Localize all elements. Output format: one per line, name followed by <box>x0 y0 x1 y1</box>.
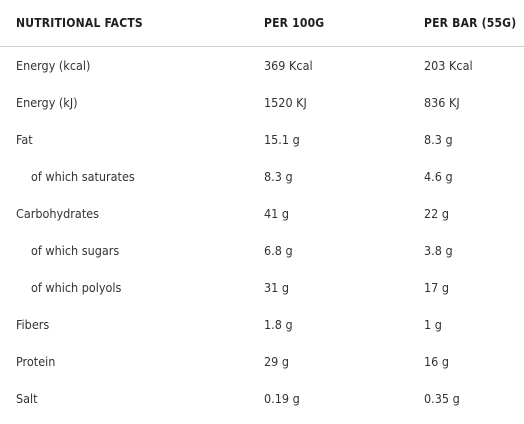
row-label: Protein <box>16 354 56 369</box>
row-label: of which sugars <box>31 243 120 258</box>
row-label: Carbohydrates <box>16 206 100 221</box>
header-per-bar: PER BAR (55G) <box>424 0 524 47</box>
table-row: Carbohydrates 41 g 22 g <box>0 195 524 232</box>
per-100g-value: 0.19 g <box>264 391 300 406</box>
row-label: Salt <box>16 391 38 406</box>
per-bar-value: 22 g <box>424 206 450 221</box>
table-row: Energy (kJ) 1520 KJ 836 KJ <box>0 84 524 121</box>
table-row: Energy (kcal) 369 Kcal 203 Kcal <box>0 47 524 85</box>
row-label: Energy (kcal) <box>16 58 91 73</box>
per-100g-value: 1.8 g <box>264 317 293 332</box>
per-100g-value: 29 g <box>264 354 290 369</box>
table-row: Fat 15.1 g 8.3 g <box>0 121 524 158</box>
table-row-sub: of which polyols 31 g 17 g <box>0 269 524 306</box>
per-100g-value: 41 g <box>264 206 290 221</box>
per-bar-value: 203 Kcal <box>424 58 473 73</box>
table-header: NUTRITIONAL FACTS PER 100G PER BAR (55G) <box>0 0 524 47</box>
table-row-sub: of which sugars 6.8 g 3.8 g <box>0 232 524 269</box>
per-100g-value: 6.8 g <box>264 243 293 258</box>
per-bar-value: 836 KJ <box>424 95 460 110</box>
per-bar-value: 3.8 g <box>424 243 453 258</box>
per-100g-value: 31 g <box>264 280 290 295</box>
table-row: Salt 0.19 g 0.35 g <box>0 380 524 417</box>
header-row: NUTRITIONAL FACTS PER 100G PER BAR (55G) <box>0 0 524 47</box>
table-row: Protein 29 g 16 g <box>0 343 524 380</box>
per-bar-value: 17 g <box>424 280 450 295</box>
per-bar-value: 1 g <box>424 317 442 332</box>
per-100g-value: 369 Kcal <box>264 58 313 73</box>
per-bar-value: 16 g <box>424 354 450 369</box>
per-100g-value: 15.1 g <box>264 132 300 147</box>
row-label: of which saturates <box>31 169 135 184</box>
row-label: Fibers <box>16 317 50 332</box>
header-nutritional-facts: NUTRITIONAL FACTS <box>0 0 264 47</box>
header-per-100g: PER 100G <box>264 0 424 47</box>
row-label: Fat <box>16 132 33 147</box>
per-bar-value: 8.3 g <box>424 132 453 147</box>
table-row: Fibers 1.8 g 1 g <box>0 306 524 343</box>
per-bar-value: 0.35 g <box>424 391 460 406</box>
table-body: Energy (kcal) 369 Kcal 203 Kcal Energy (… <box>0 47 524 418</box>
per-100g-value: 8.3 g <box>264 169 293 184</box>
per-100g-value: 1520 KJ <box>264 95 307 110</box>
row-label: of which polyols <box>31 280 122 295</box>
table-row-sub: of which saturates 8.3 g 4.6 g <box>0 158 524 195</box>
per-bar-value: 4.6 g <box>424 169 453 184</box>
row-label: Energy (kJ) <box>16 95 78 110</box>
